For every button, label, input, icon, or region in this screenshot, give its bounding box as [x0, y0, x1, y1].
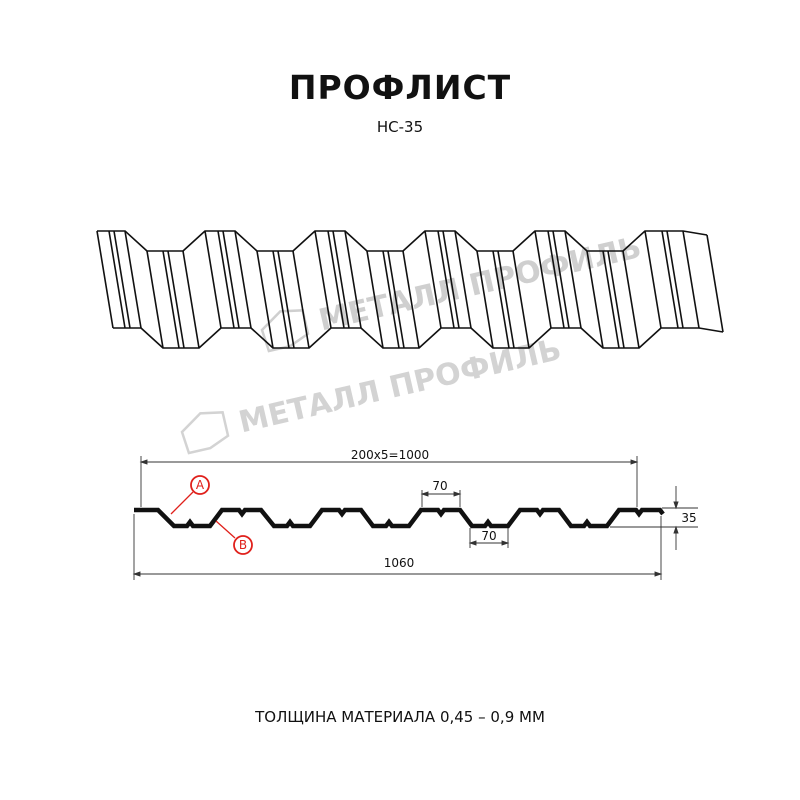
callout-b-label: B — [239, 538, 247, 552]
sheet-fold-line — [682, 230, 700, 329]
dim-top-flat: 70 — [432, 479, 447, 493]
dim-pitch-total: 200x5=1000 — [351, 448, 429, 462]
dim-arrow — [468, 540, 477, 546]
dim-bottom-flat: 70 — [481, 529, 496, 543]
sheet-rib-line — [607, 250, 625, 349]
dim-arrow — [630, 459, 639, 465]
sheet-3d-view — [96, 230, 724, 349]
sheet-fold-line — [182, 250, 200, 349]
dim-overall-width: 1060 — [384, 556, 415, 570]
dim-arrow — [654, 571, 663, 577]
sheet-fold-line — [402, 250, 420, 349]
sheet-fold-line — [146, 250, 164, 349]
callout-a-circle — [190, 475, 210, 495]
sheet-rib-line — [387, 250, 405, 349]
sheet-rib-line — [492, 250, 510, 349]
sheet-fold-line — [706, 234, 724, 333]
sheet-rib-line — [108, 230, 126, 329]
sheet-fold-line — [622, 250, 640, 349]
sheet-fold-line — [314, 230, 332, 329]
watermark-text: МЕТАЛЛ ПРОФИЛЬ — [316, 230, 645, 338]
sheet-rib-line — [602, 250, 620, 349]
sheet-fold-line — [586, 250, 604, 349]
sheet-fold-line — [476, 250, 494, 349]
cross-section: 200x5=1000 70 70 35 1060 A B — [132, 448, 698, 580]
model-subtitle: НС-35 — [376, 118, 424, 136]
sheet-rib-line — [552, 230, 570, 329]
sheet-fold-line — [234, 230, 252, 329]
callout-b-leader — [215, 520, 236, 539]
sheet-rib-line — [272, 250, 290, 349]
sheet-fold-line — [534, 230, 552, 329]
sheet-fold-line — [424, 230, 442, 329]
dim-arrow — [501, 540, 510, 546]
dim-arrow — [132, 571, 141, 577]
sheet-fold-line — [644, 230, 662, 329]
dim-arrow — [673, 501, 679, 510]
page-title: ПРОФЛИСТ — [288, 68, 512, 107]
sheet-rib-line — [113, 230, 131, 329]
sheet-fold-line — [344, 230, 362, 329]
sheet-fold-line — [256, 250, 274, 349]
sheet-rib-line — [497, 250, 515, 349]
material-thickness-note: ТОЛЩИНА МАТЕРИАЛА 0,45 – 0,9 ММ — [255, 708, 545, 726]
logo-house-icon — [260, 309, 310, 353]
sheet-rib-line — [437, 230, 455, 329]
sheet-fold-line — [204, 230, 222, 329]
sheet-rib-line — [547, 230, 565, 329]
callout-a-leader — [170, 491, 194, 515]
dim-arrow — [139, 459, 148, 465]
profile-section-line — [134, 507, 665, 529]
sheet-fold-line — [124, 230, 142, 329]
dim-arrow — [453, 491, 462, 497]
sheet-fold-line — [564, 230, 582, 329]
sheet-fold-line — [454, 230, 472, 329]
dim-arrow — [420, 491, 429, 497]
callout-b-circle — [233, 535, 253, 555]
sheet-rib-line — [442, 230, 460, 329]
sheet-rib-line — [162, 250, 180, 349]
sheet-rib-line — [332, 230, 350, 329]
callout-a-label: A — [196, 478, 205, 492]
sheet-rib-line — [222, 230, 240, 329]
dim-arrow — [673, 525, 679, 534]
dim-height: 35 — [681, 511, 696, 525]
sheet-fold-line — [292, 250, 310, 349]
sheet-fold-line — [512, 250, 530, 349]
sheet-rib-line — [382, 250, 400, 349]
sheet-rib-line — [666, 230, 684, 329]
watermark-logo-bottom: МЕТАЛЛ ПРОФИЛЬ — [180, 332, 565, 455]
sheet-rib-line — [217, 230, 235, 329]
sheet-rib-line — [661, 230, 679, 329]
sheet-fold-line — [96, 230, 114, 329]
sheet-fold-line — [366, 250, 384, 349]
sheet-rib-line — [167, 250, 185, 349]
sheet-rib-line — [277, 250, 295, 349]
sheet-rib-line — [327, 230, 345, 329]
logo-house-icon — [180, 411, 230, 455]
